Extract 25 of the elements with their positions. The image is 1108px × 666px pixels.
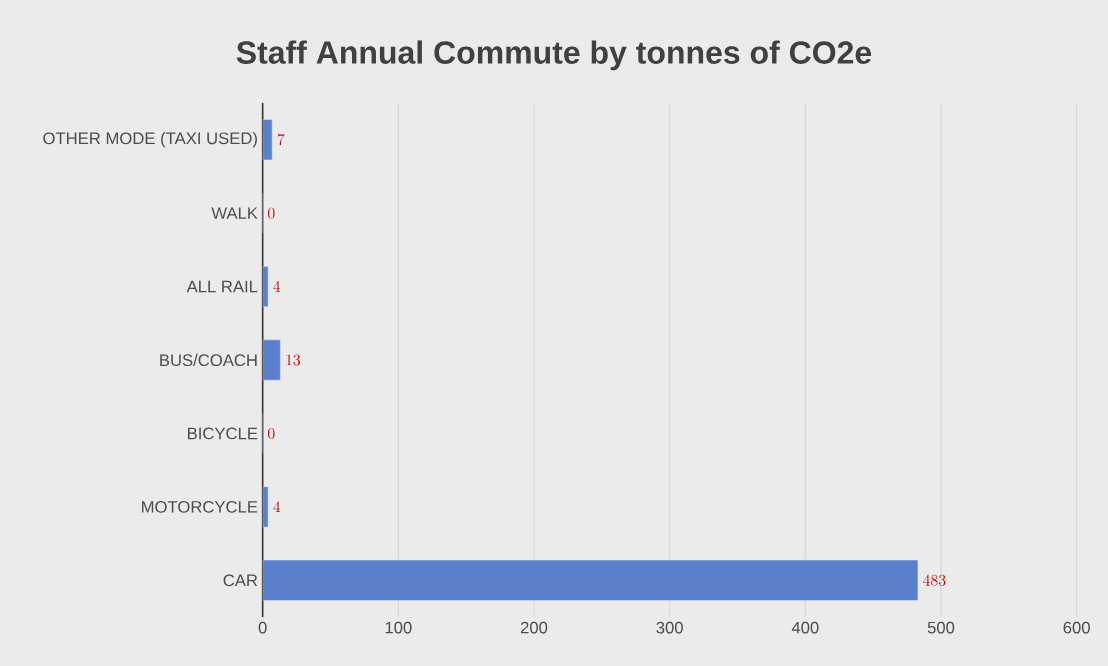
x-tick-label: 300 <box>656 621 683 634</box>
data-label: 483 <box>923 574 946 586</box>
chart-title: Staff Annual Commute by tonnes of CO2e <box>236 40 872 71</box>
y-tick-label: CAR <box>223 574 258 587</box>
x-tick-label: 500 <box>927 621 955 634</box>
x-tick-label: 0 <box>258 621 267 634</box>
data-label: 0 <box>268 427 275 439</box>
data-label: 13 <box>286 354 301 366</box>
bar <box>262 119 273 160</box>
x-tick-label: 100 <box>385 621 412 634</box>
data-label: 7 <box>277 134 285 146</box>
data-label: 4 <box>273 280 281 292</box>
y-tick-label: BICYCLE <box>188 427 258 440</box>
x-tick-label: 600 <box>1063 621 1090 634</box>
x-tick-label: 200 <box>520 621 548 634</box>
data-label: 0 <box>268 207 275 219</box>
data-label: 4 <box>273 501 281 512</box>
bar <box>262 339 281 381</box>
bar <box>262 559 919 601</box>
y-tick-label: WALK <box>211 207 258 219</box>
y-tick-label: MOTORCYCLE <box>142 500 258 513</box>
y-tick-label: OTHER MODE (TAXI USED) <box>43 131 257 148</box>
y-tick-label: ALL RAIL <box>186 280 258 293</box>
x-tick-label: 400 <box>791 621 819 634</box>
y-tick-label: BUS/COACH <box>160 353 257 367</box>
